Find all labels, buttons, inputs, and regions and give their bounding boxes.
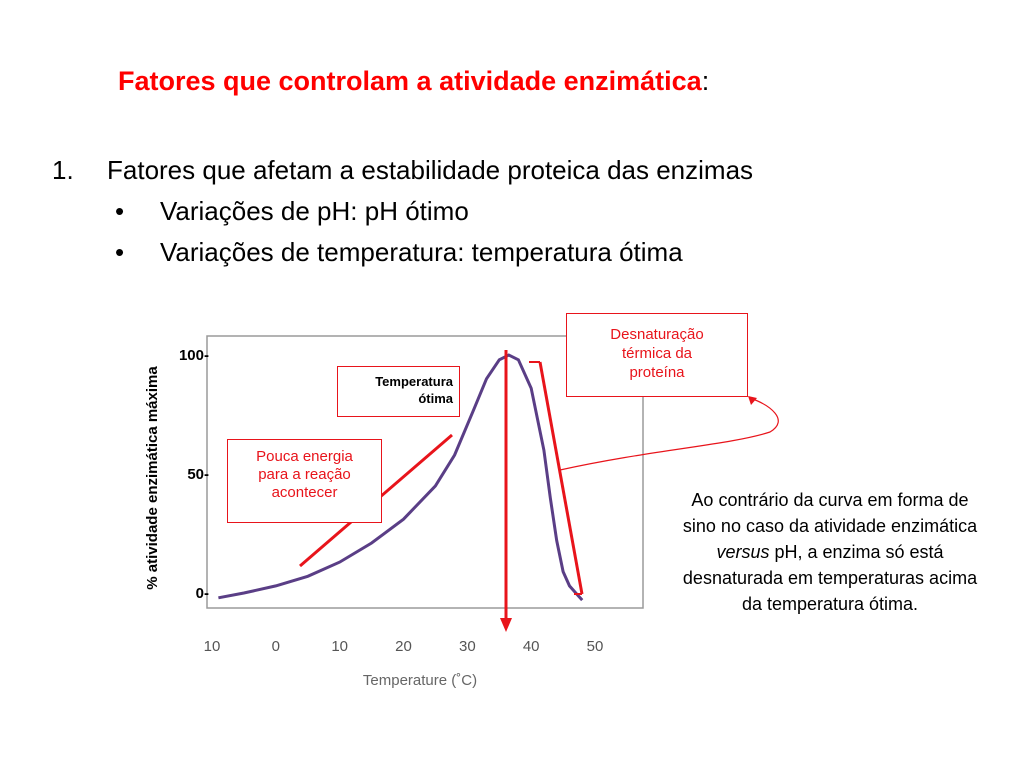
side-note-text-1: Ao contrário da curva em forma de sino n…	[682, 490, 978, 536]
x-tick-labels: 10 0 10 20 30 40 50	[204, 638, 604, 655]
x-tick-label: 10	[204, 638, 221, 655]
denaturation-callout-curve	[559, 397, 779, 471]
y-tick-label: 0-	[196, 585, 209, 602]
x-tick-label: 10	[331, 638, 348, 655]
optimum-arrow-icon	[500, 618, 512, 632]
x-tick-label: 40	[523, 638, 540, 655]
side-note: Ao contrário da curva em forma de sino n…	[680, 487, 980, 617]
item-number: 1.	[52, 155, 74, 185]
annotation-denaturation-line-3: proteína	[629, 364, 685, 381]
side-note-text-2: pH, a enzima só está desnaturada em temp…	[682, 542, 978, 614]
denaturation-bracket	[529, 361, 582, 595]
bullet-icon: •	[115, 237, 125, 267]
annotation-optimum: Temperatura ótima	[337, 366, 460, 417]
annotation-low-energy-line-1: Pouca energia	[256, 448, 353, 465]
y-tick-label: 100-	[179, 347, 209, 364]
item-text: Fatores que afetam a estabilidade protei…	[107, 155, 754, 185]
bullet-text-ph: Variações de pH: pH ótimo	[160, 196, 469, 226]
bullet-text-temperature: Variações de temperatura: temperatura ót…	[160, 237, 683, 267]
x-tick-label: 30	[459, 638, 476, 655]
annotation-optimum-line-2: ótima	[418, 391, 453, 406]
annotation-optimum-line-1: Temperatura	[375, 374, 453, 389]
slide-title-text: Fatores que controlam a atividade enzimá…	[118, 66, 702, 96]
y-axis-label: % atividade enzimática máxima	[144, 366, 161, 590]
bullet-icon: •	[115, 196, 125, 226]
x-tick-label: 0	[272, 638, 280, 655]
annotation-denaturation-line-2: térmica da	[621, 345, 693, 362]
y-tick-label: 50-	[187, 466, 209, 483]
slide-title: Fatores que controlam a atividade enzimá…	[118, 66, 709, 97]
annotation-denaturation: Desnaturação térmica da proteína	[566, 313, 748, 397]
side-note-italic: versus	[716, 542, 770, 562]
x-tick-label: 50	[587, 638, 604, 655]
slide-title-colon: :	[701, 66, 710, 96]
x-axis-label: Temperature (˚C)	[363, 672, 477, 689]
activity-curve	[218, 353, 584, 602]
annotation-low-energy-line-2: para a reação	[258, 466, 351, 483]
annotation-low-energy: Pouca energia para a reação acontecer	[227, 439, 382, 523]
annotation-denaturation-line-1: Desnaturação	[610, 326, 704, 343]
annotation-low-energy-line-3: acontecer	[271, 484, 338, 501]
x-tick-label: 20	[395, 638, 412, 655]
y-tick-labels: 100- 50- 0-	[179, 347, 209, 602]
callout-arrow-icon	[748, 396, 757, 405]
denaturation-line	[538, 361, 584, 595]
